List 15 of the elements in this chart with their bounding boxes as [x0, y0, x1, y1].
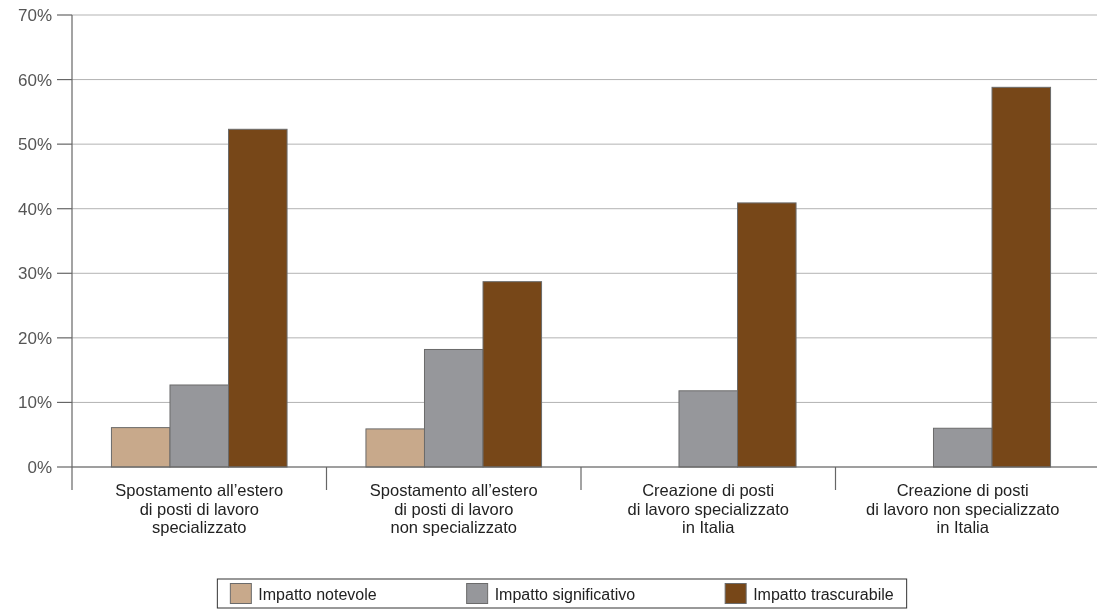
- x-tick-label: Creazione di posti di lavoro non specializzato in Italia: [865, 481, 1060, 536]
- y-tick-label: 40%: [17, 199, 52, 219]
- x-tick-label: Spostamento all’estero di posti di lavoro non specializzato: [369, 481, 538, 536]
- legend-label: Impatto trascurabile: [753, 585, 894, 603]
- x-tick-label: Spostamento all’estero di posti di lavoro specializzato: [115, 481, 284, 536]
- y-tick-label: 0%: [27, 457, 52, 477]
- y-tick-label: 10%: [17, 393, 52, 413]
- y-tick-label: 50%: [17, 135, 52, 155]
- x-tick-label: Creazione di posti di lavoro specializzato in Italia: [627, 481, 789, 536]
- y-tick-label: 30%: [17, 264, 52, 284]
- y-tick-label: 20%: [17, 328, 52, 348]
- y-tick-label: 70%: [17, 5, 52, 25]
- legend-label: Impatto notevole: [258, 585, 377, 603]
- legend-label: Impatto significativo: [494, 585, 636, 603]
- y-tick-label: 60%: [17, 70, 52, 90]
